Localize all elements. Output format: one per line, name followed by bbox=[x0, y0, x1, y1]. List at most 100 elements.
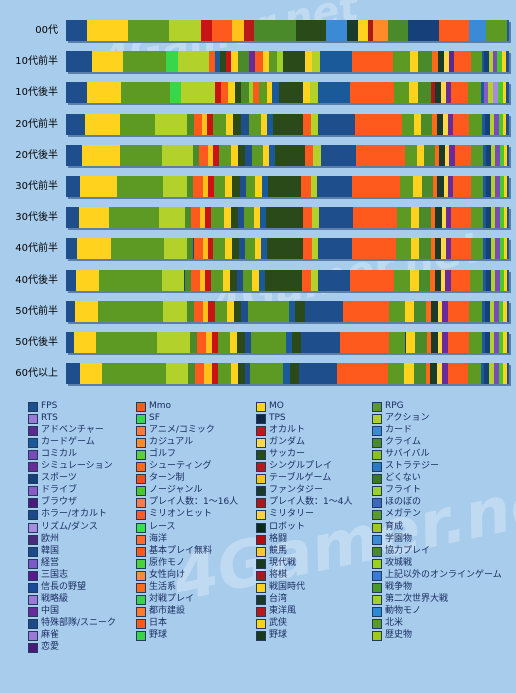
bar-segment bbox=[503, 207, 507, 228]
bar-segment bbox=[66, 51, 93, 72]
legend-swatch bbox=[256, 498, 266, 508]
bar-segment bbox=[95, 332, 157, 353]
bar-segment bbox=[490, 270, 495, 291]
bar-segment bbox=[66, 20, 87, 41]
bar-segment bbox=[261, 176, 268, 197]
bar-segment bbox=[483, 207, 486, 228]
legend-item: リズム/ダンス bbox=[28, 522, 138, 534]
bar-segment bbox=[165, 363, 188, 384]
legend-label: ミリタリー bbox=[269, 509, 315, 519]
legend-item: RPG bbox=[372, 401, 512, 413]
legend-swatch bbox=[136, 583, 146, 593]
bar-segment bbox=[506, 82, 509, 103]
legend-swatch bbox=[372, 402, 382, 412]
legend-swatch bbox=[372, 474, 382, 484]
bar-segment bbox=[211, 332, 218, 353]
legend-swatch bbox=[372, 559, 382, 569]
legend-swatch bbox=[256, 547, 266, 557]
bar-segment bbox=[66, 145, 83, 166]
bar-segment bbox=[401, 114, 414, 135]
bar-segment bbox=[471, 176, 484, 197]
bar-segment bbox=[495, 176, 500, 197]
bar-segment bbox=[441, 363, 448, 384]
bar-segment bbox=[438, 51, 445, 72]
legend-item: プレイ人数：1〜4人 bbox=[256, 497, 366, 509]
legend-label: 三国志 bbox=[41, 570, 69, 580]
bar-segment bbox=[413, 363, 426, 384]
stacked-bar bbox=[66, 332, 509, 353]
legend-swatch bbox=[136, 474, 146, 484]
legend-label: カジュアル bbox=[149, 437, 194, 447]
bar-segment bbox=[252, 270, 259, 291]
legend-label: 北米 bbox=[385, 618, 404, 628]
legend-label: RPG bbox=[385, 401, 404, 411]
bar-segment bbox=[66, 301, 76, 322]
bar-segment bbox=[258, 270, 265, 291]
bar-segment bbox=[205, 270, 212, 291]
bar-segment bbox=[273, 114, 303, 135]
legend-item: SF bbox=[136, 413, 246, 425]
legend-swatch bbox=[28, 643, 38, 653]
bar-segment bbox=[119, 114, 155, 135]
bar-segment bbox=[404, 363, 414, 384]
legend-item: 原作モノ bbox=[136, 558, 246, 570]
bar-segment bbox=[421, 176, 434, 197]
bar-segment bbox=[259, 82, 268, 103]
bar-segment bbox=[227, 301, 234, 322]
bar-segment bbox=[445, 207, 452, 228]
bar-segment bbox=[212, 145, 220, 166]
bar-segment bbox=[506, 207, 509, 228]
bar-segment bbox=[98, 301, 163, 322]
bar-segment bbox=[253, 82, 260, 103]
bar-segment bbox=[207, 145, 213, 166]
bar-segment bbox=[441, 238, 446, 259]
bar-segment bbox=[261, 238, 267, 259]
bar-segment bbox=[448, 301, 469, 322]
bar-segment bbox=[431, 332, 438, 353]
bar-segment bbox=[506, 332, 509, 353]
legend-swatch bbox=[256, 426, 266, 436]
bar-segment bbox=[482, 51, 485, 72]
bar-segment bbox=[311, 270, 318, 291]
legend-label: 育成 bbox=[385, 522, 404, 532]
bar-segment bbox=[292, 332, 302, 353]
bar-segment bbox=[506, 301, 509, 322]
bar-segment bbox=[310, 114, 319, 135]
stacked-bar bbox=[66, 145, 509, 166]
legend-swatch bbox=[136, 607, 146, 617]
bar-segment bbox=[248, 82, 254, 103]
bar-segment bbox=[321, 145, 356, 166]
bar-segment bbox=[484, 332, 490, 353]
legend-item: 戦略級 bbox=[28, 594, 138, 606]
bar-segment bbox=[66, 176, 80, 197]
legend-swatch bbox=[28, 462, 38, 472]
bar-segment bbox=[260, 207, 267, 228]
bar-segment bbox=[186, 301, 194, 322]
bar-segment bbox=[435, 207, 442, 228]
bar-segment bbox=[225, 51, 231, 72]
legend-label: オカルト bbox=[269, 425, 306, 435]
bar-segment bbox=[489, 301, 495, 322]
bar-segment bbox=[441, 82, 446, 103]
bar-segment bbox=[419, 238, 431, 259]
bar-segment bbox=[343, 301, 389, 322]
bar-segment bbox=[317, 270, 351, 291]
bar-segment bbox=[169, 20, 202, 41]
legend-label: アクション bbox=[385, 413, 430, 423]
bar-segment bbox=[488, 82, 493, 103]
bar-segment bbox=[310, 176, 317, 197]
bar-segment bbox=[219, 145, 231, 166]
legend-item: 中国 bbox=[28, 606, 138, 618]
bar-segment bbox=[301, 176, 311, 197]
legend-item: 信長の野望 bbox=[28, 582, 138, 594]
legend-swatch bbox=[256, 523, 266, 533]
bar-segment bbox=[237, 363, 246, 384]
bar-segment bbox=[410, 238, 420, 259]
bar-segment bbox=[239, 176, 246, 197]
row-label: 20代前半 bbox=[15, 119, 58, 130]
legend-item: FPS bbox=[28, 401, 138, 413]
legend-swatch bbox=[136, 414, 146, 424]
bar-segment bbox=[413, 114, 422, 135]
legend-swatch bbox=[136, 535, 146, 545]
legend-swatch bbox=[136, 510, 146, 520]
